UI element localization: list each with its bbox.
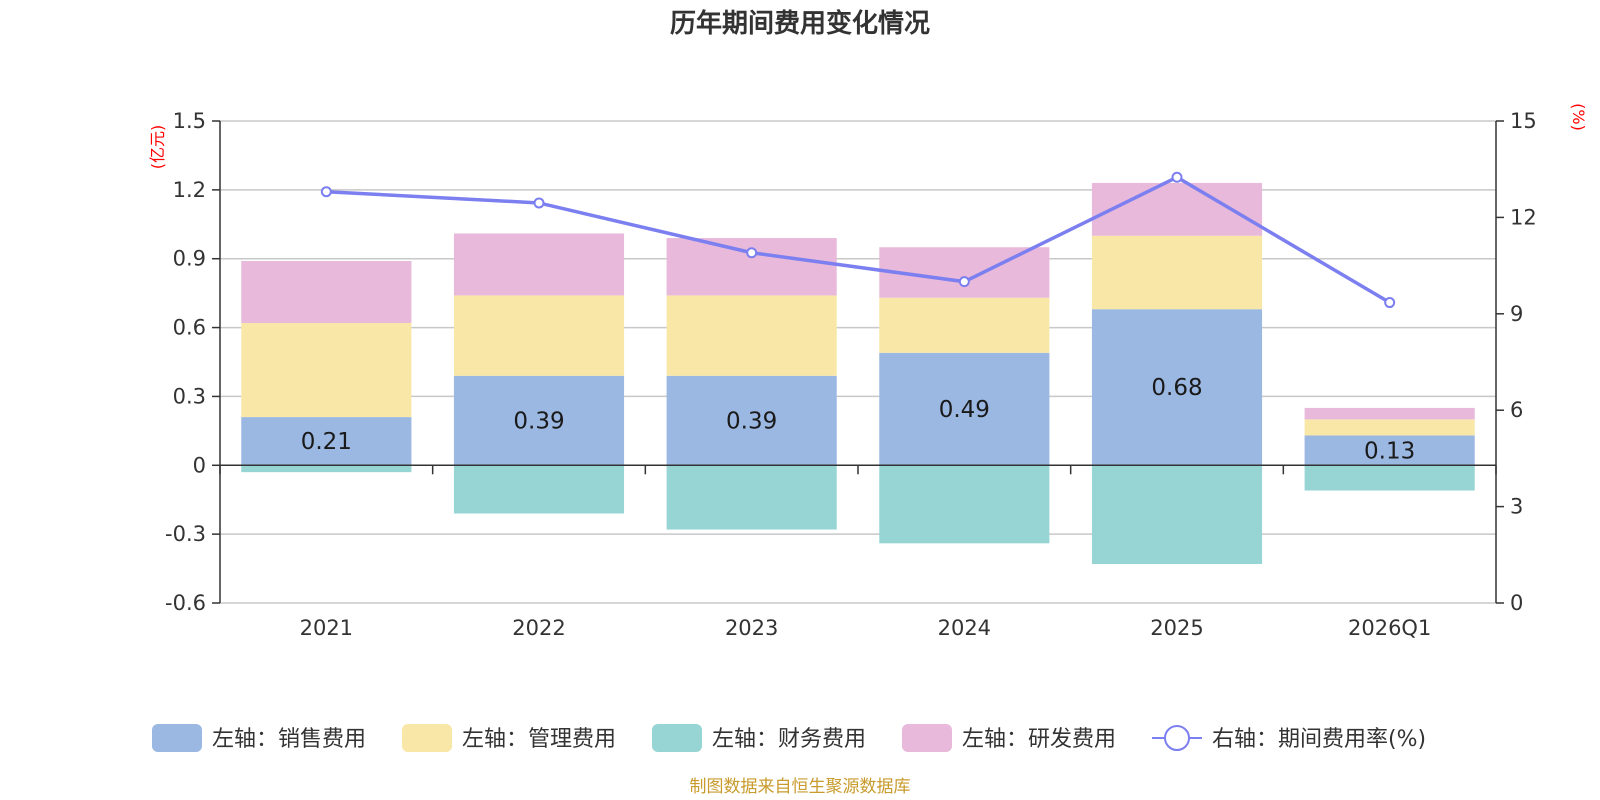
axes: -0.6 -0.3 0 0.3 0.6 0.9 1.2 1.5 0 3 6 9 12 15 2021 2022…: [165, 109, 1537, 640]
bar-series1-2025: [1091, 235, 1263, 310]
data-label: 0.39: [726, 409, 777, 435]
right-tick-label: 15: [1510, 109, 1537, 133]
category-label: 2026Q1: [1348, 616, 1431, 640]
category-label: 2024: [938, 616, 991, 640]
bar-series0-2025: [1091, 309, 1263, 466]
bar-series0-2022: [453, 375, 625, 466]
legend-label: 右轴：期间费用率(%): [1212, 727, 1426, 752]
bar-series2-2022: [453, 465, 625, 514]
bars: [241, 182, 1475, 564]
expense-rate-polyline: [326, 175, 1391, 305]
left-tick-label: 0.3: [173, 384, 206, 408]
expense-rate-point-2025: [1171, 171, 1183, 183]
legend-label: 左轴：研发费用: [962, 727, 1116, 752]
legend-swatch: [652, 724, 702, 752]
bar-series1-2026Q1: [1304, 419, 1475, 436]
legend-circle-marker: [1164, 725, 1190, 751]
bar-series1-2024: [879, 297, 1050, 353]
right-tick-label: 6: [1510, 398, 1523, 422]
bar-series0-2021: [241, 417, 412, 466]
legend-label: 左轴：财务费用: [712, 727, 866, 752]
bar-series3-2026Q1: [1304, 407, 1475, 420]
right-axis-unit: (%): [1569, 103, 1588, 131]
expense-rate-point-2023: [746, 247, 758, 259]
legend-label: 左轴：管理费用: [462, 727, 616, 752]
data-label: 0.49: [939, 397, 990, 423]
bar-series2-2023: [666, 465, 837, 530]
data-label: 0.68: [1151, 375, 1202, 401]
bar-series0-2023: [666, 375, 837, 466]
bar-series3-2023: [666, 238, 837, 296]
expense-rate-point-2024: [958, 276, 970, 288]
source-note: 制图数据来自恒生聚源数据库: [690, 777, 911, 797]
bar-series0-2026Q1: [1304, 435, 1475, 466]
legend-swatch: [152, 724, 202, 752]
legend-swatch: [402, 724, 452, 752]
expense-rate-line: [320, 171, 1396, 309]
bar-series3-2021: [241, 261, 412, 323]
bar-series1-2021: [241, 322, 412, 418]
category-label: 2022: [512, 616, 565, 640]
bar-series2-2025: [1091, 465, 1263, 564]
right-tick-label: 3: [1510, 495, 1523, 519]
bar-series3-2025: [1091, 182, 1263, 236]
legend-label: 左轴：销售费用: [212, 727, 366, 752]
legend-swatch: [902, 724, 952, 752]
bar-series2-2021: [241, 465, 412, 473]
right-tick-label: 12: [1510, 205, 1537, 229]
bar-series1-2023: [666, 295, 837, 376]
right-tick-label: 9: [1510, 302, 1523, 326]
expense-rate-point-2026Q1: [1384, 297, 1396, 309]
left-axis-unit: (亿元): [148, 125, 167, 170]
left-tick-label: -0.3: [165, 522, 206, 546]
left-tick-label: 1.2: [173, 178, 206, 202]
category-label: 2023: [725, 616, 778, 640]
bar-series2-2026Q1: [1304, 465, 1475, 491]
legend: 左轴：销售费用 左轴：管理费用 左轴：财务费用 左轴：研发费用 右轴：期间费用率(%): [152, 724, 1426, 752]
data-labels: 0.21 0.39 0.39 0.49 0.68 0.13: [301, 375, 1416, 464]
chart-title: 历年期间费用变化情况: [670, 8, 930, 39]
bar-series1-2022: [453, 295, 625, 376]
data-label: 0.21: [301, 429, 352, 455]
bar-series3-2022: [453, 233, 625, 296]
left-tick-label: 0.6: [173, 316, 206, 340]
category-label: 2021: [300, 616, 353, 640]
expense-rate-point-2022: [533, 197, 545, 209]
data-label: 0.13: [1364, 438, 1415, 464]
bar-series0-2024: [879, 352, 1050, 466]
left-tick-label: 0: [193, 453, 206, 477]
right-tick-label: 0: [1510, 591, 1523, 615]
left-tick-label: 0.9: [173, 247, 206, 271]
category-label: 2025: [1150, 616, 1203, 640]
left-tick-label: -0.6: [165, 591, 206, 615]
bar-series2-2024: [879, 465, 1050, 544]
left-tick-label: 1.5: [173, 109, 206, 133]
grid-lines: [220, 120, 1496, 604]
expense-rate-point-2021: [320, 186, 332, 198]
data-label: 0.39: [513, 409, 564, 435]
